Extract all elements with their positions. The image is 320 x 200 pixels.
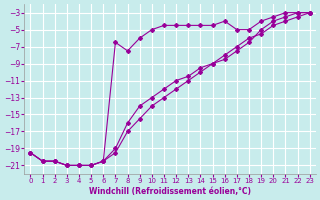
- X-axis label: Windchill (Refroidissement éolien,°C): Windchill (Refroidissement éolien,°C): [89, 187, 251, 196]
